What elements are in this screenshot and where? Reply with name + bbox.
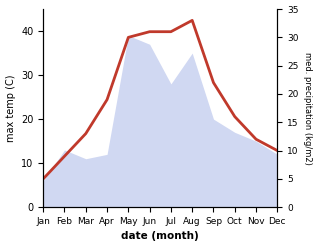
Y-axis label: med. precipitation (kg/m2): med. precipitation (kg/m2)	[303, 52, 313, 165]
Y-axis label: max temp (C): max temp (C)	[5, 74, 16, 142]
X-axis label: date (month): date (month)	[121, 231, 199, 242]
